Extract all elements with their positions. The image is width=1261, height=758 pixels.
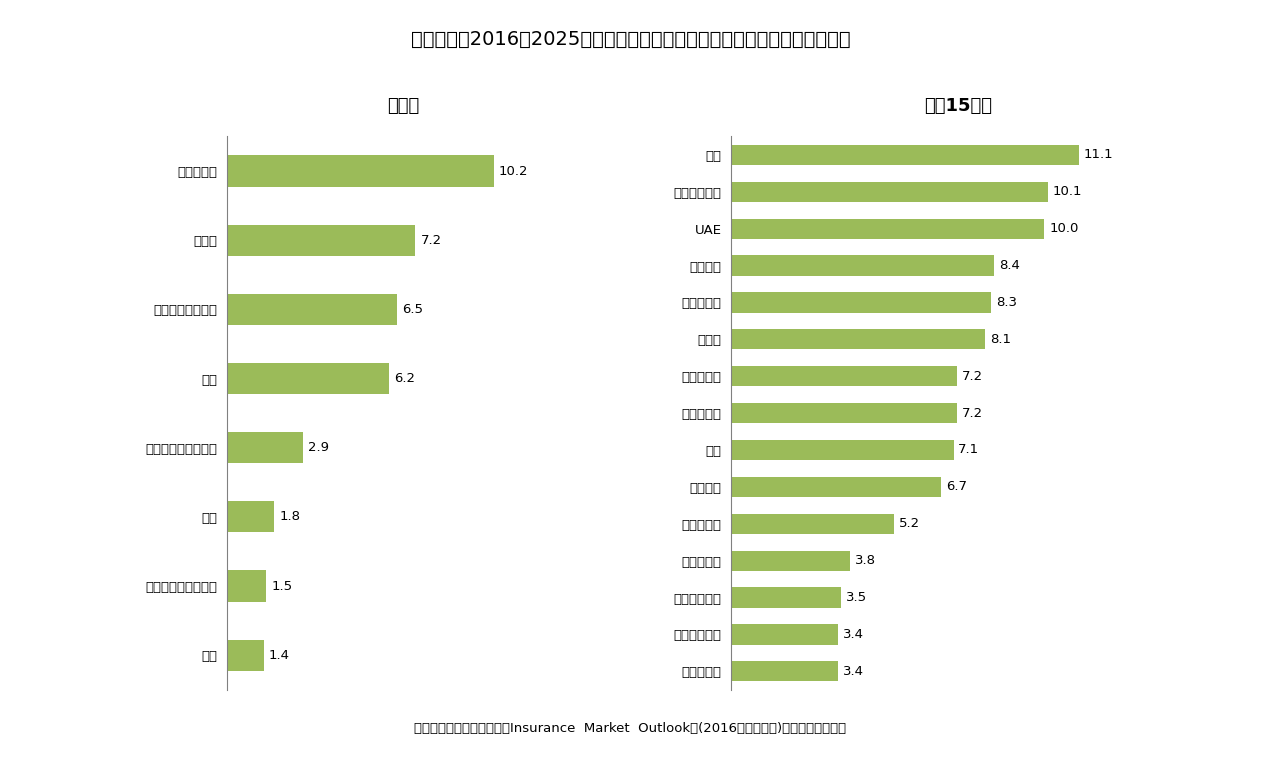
Bar <box>731 255 995 276</box>
Text: 11.1: 11.1 <box>1083 149 1113 161</box>
Text: 1.5: 1.5 <box>271 580 293 593</box>
Text: 8.1: 8.1 <box>990 333 1010 346</box>
Text: 2.9: 2.9 <box>308 441 329 454</box>
Bar <box>731 477 941 497</box>
Text: 8.4: 8.4 <box>999 259 1020 272</box>
Text: 1.8: 1.8 <box>279 510 300 523</box>
Bar <box>227 363 390 394</box>
Text: 10.2: 10.2 <box>499 164 528 177</box>
Bar <box>731 182 1048 202</box>
Bar <box>731 403 957 423</box>
Text: 図表－２　2016－2025年の期間における生命保険料の増収率（年平均％）: 図表－２ 2016－2025年の期間における生命保険料の増収率（年平均％） <box>411 30 850 49</box>
Bar <box>227 294 397 325</box>
Bar <box>731 587 841 608</box>
Bar <box>227 155 494 186</box>
Text: 5.2: 5.2 <box>899 517 921 531</box>
Bar <box>731 366 957 387</box>
Bar <box>731 440 953 460</box>
Text: 3.4: 3.4 <box>842 665 864 678</box>
Bar <box>227 501 274 532</box>
Bar <box>227 571 266 602</box>
Bar <box>227 640 264 671</box>
Bar <box>731 514 894 534</box>
Text: 1.4: 1.4 <box>269 649 290 662</box>
Bar <box>731 661 837 681</box>
Text: 7.2: 7.2 <box>961 406 982 420</box>
Text: 3.5: 3.5 <box>846 591 866 604</box>
Text: 8.3: 8.3 <box>996 296 1016 309</box>
Bar <box>227 224 415 255</box>
Bar <box>731 145 1079 165</box>
Text: 7.2: 7.2 <box>420 233 441 246</box>
Bar <box>731 293 991 312</box>
Bar <box>731 550 850 571</box>
Text: 6.7: 6.7 <box>946 481 967 493</box>
Text: 10.1: 10.1 <box>1052 185 1082 199</box>
Bar <box>227 432 303 463</box>
Text: 6.5: 6.5 <box>402 303 424 316</box>
Text: 10.0: 10.0 <box>1049 222 1078 235</box>
Bar <box>731 218 1044 239</box>
Text: 7.2: 7.2 <box>961 370 982 383</box>
Title: 上伕15市場: 上伕15市場 <box>924 98 992 115</box>
Bar <box>731 625 837 644</box>
Title: 地域別: 地域別 <box>387 98 420 115</box>
Text: 3.4: 3.4 <box>842 628 864 641</box>
Text: 出所：ミュンヘン再保険『Insurance  Market  Outlook』(2016年５月公表)をもとに筆者作成: 出所：ミュンヘン再保険『Insurance Market Outlook』(20… <box>415 722 846 735</box>
Text: 6.2: 6.2 <box>395 372 415 385</box>
Text: 7.1: 7.1 <box>958 443 980 456</box>
Text: 3.8: 3.8 <box>855 554 876 567</box>
Bar <box>731 329 985 349</box>
